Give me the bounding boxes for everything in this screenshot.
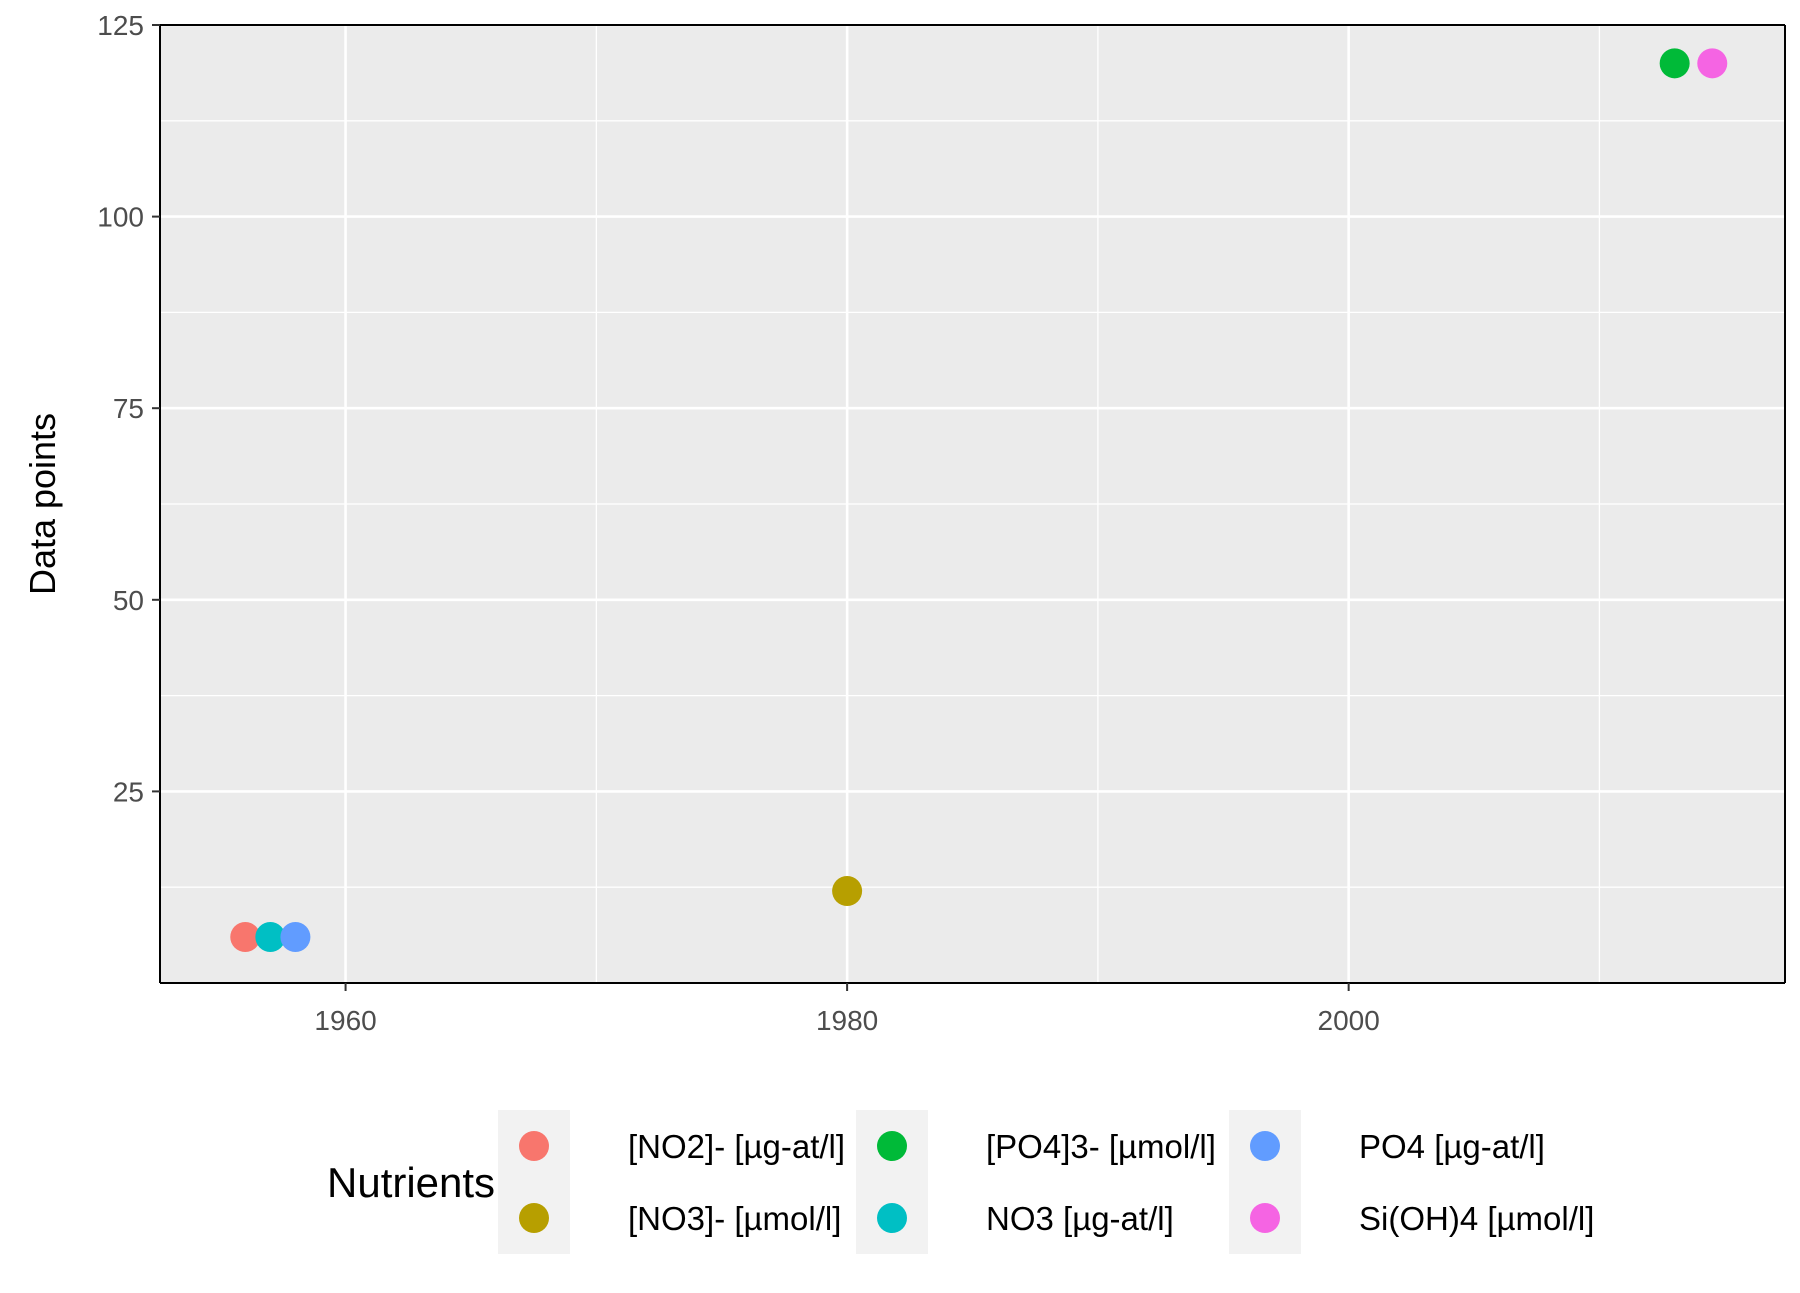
legend-key xyxy=(519,1131,549,1161)
legend-key xyxy=(519,1203,549,1233)
y-tick-label: 25 xyxy=(113,776,144,807)
data-point xyxy=(1697,48,1728,79)
y-axis-title: Data points xyxy=(22,413,63,595)
legend-items: [NO2]- [µg-at/l] [NO3]- [µmol/l] [PO4]3- [… xyxy=(498,1110,1594,1254)
legend-label: Si(OH)4 [µmol/l] xyxy=(1359,1200,1594,1237)
x-axis-ticks: 1960 1980 2000 xyxy=(314,983,1380,1036)
x-tick-label: 1980 xyxy=(816,1005,878,1036)
data-point xyxy=(230,922,261,953)
legend-label: PO4 [µg-at/l] xyxy=(1359,1128,1545,1165)
legend-label: [PO4]3- [µmol/l] xyxy=(986,1128,1216,1165)
legend-key xyxy=(877,1203,907,1233)
data-point xyxy=(1659,48,1690,79)
y-tick-label: 125 xyxy=(97,10,144,41)
legend-label: NO3 [µg-at/l] xyxy=(986,1200,1174,1237)
data-point xyxy=(832,876,863,907)
y-axis-ticks: 25 50 75 100 125 xyxy=(97,10,160,807)
minor-gridlines xyxy=(160,25,1785,983)
legend-label: [NO3]- [µmol/l] xyxy=(628,1200,841,1237)
x-tick-label: 2000 xyxy=(1318,1005,1380,1036)
data-point xyxy=(280,922,311,953)
legend-key xyxy=(1250,1203,1280,1233)
legend-label: [NO2]- [µg-at/l] xyxy=(628,1128,845,1165)
data-points xyxy=(230,48,1728,953)
y-tick-label: 100 xyxy=(97,202,144,233)
legend-key xyxy=(1250,1131,1280,1161)
legend: Nutrients [NO2]- [µg-at/l] [NO3]- [µmol/l… xyxy=(327,1110,1594,1254)
data-point xyxy=(255,922,286,953)
y-tick-label: 50 xyxy=(113,585,144,616)
x-tick-label: 1960 xyxy=(314,1005,376,1036)
legend-title: Nutrients xyxy=(327,1159,495,1206)
y-tick-label: 75 xyxy=(113,393,144,424)
legend-key xyxy=(877,1131,907,1161)
